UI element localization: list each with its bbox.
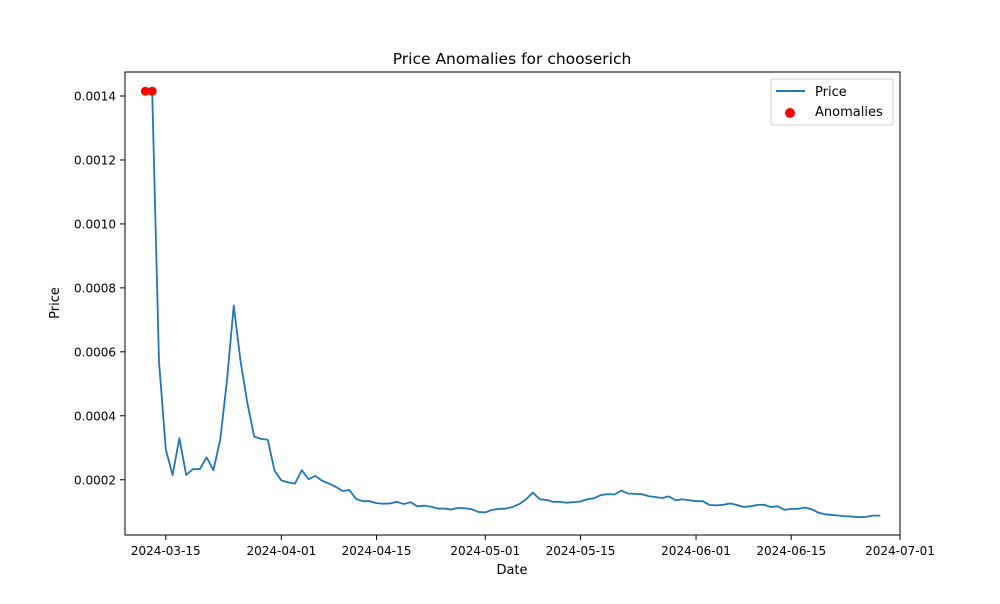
y-tick-label: 0.0004 <box>74 409 116 423</box>
price-series-line <box>144 90 881 519</box>
plot-area <box>140 86 881 519</box>
plot-frame <box>124 71 901 536</box>
y-tick-label: 0.0002 <box>74 473 116 487</box>
y-axis-ticks: 0.0002 0.0004 0.0006 0.0008 0.0010 0.0012 0.00… <box>74 89 125 487</box>
y-tick-label: 0.0014 <box>74 89 116 103</box>
anomaly-point <box>140 86 150 96</box>
y-tick-label: 0.0008 <box>74 281 116 295</box>
y-tick-label: 0.0012 <box>74 153 116 167</box>
y-tick-label: 0.0006 <box>74 345 116 359</box>
x-tick-label: 2024-07-01 <box>865 544 935 558</box>
x-tick-label: 2024-06-15 <box>756 544 826 558</box>
x-tick-label: 2024-04-01 <box>246 544 316 558</box>
x-tick-label: 2024-05-01 <box>450 544 520 558</box>
legend: Price Anomalies <box>770 78 894 126</box>
x-tick-label: 2024-04-15 <box>342 544 412 558</box>
y-axis-label: Price <box>48 287 63 319</box>
chart-title: Price Anomalies for chooserich <box>393 50 632 68</box>
anomaly-point <box>147 86 157 96</box>
x-tick-label: 2024-03-15 <box>131 544 201 558</box>
legend-anomalies-label: Anomalies <box>815 105 883 120</box>
legend-anomalies-swatch <box>785 108 795 118</box>
legend-price-label: Price <box>815 85 847 100</box>
x-axis-ticks: 2024-03-15 2024-04-01 2024-04-15 2024-05-01… <box>131 535 935 558</box>
y-tick-label: 0.0010 <box>74 217 116 231</box>
x-tick-label: 2024-06-01 <box>661 544 731 558</box>
x-axis-label: Date <box>496 563 527 578</box>
x-tick-label: 2024-05-15 <box>546 544 616 558</box>
